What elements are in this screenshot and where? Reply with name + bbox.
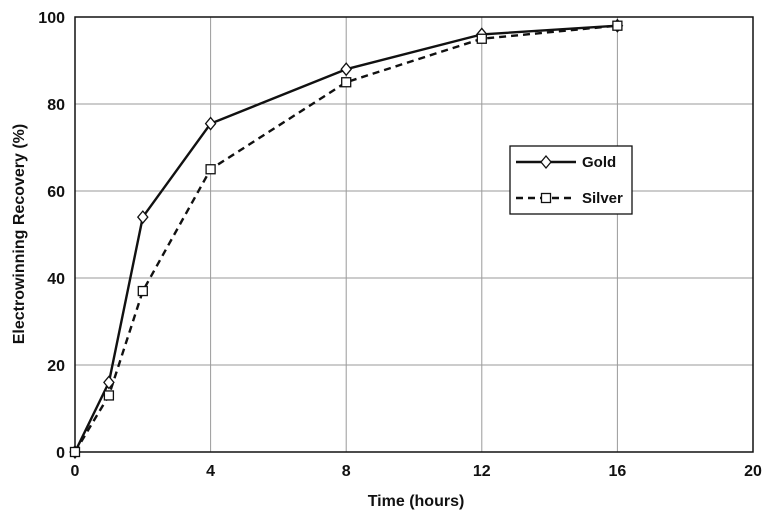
series-silver-point xyxy=(137,285,148,297)
series-gold-point xyxy=(340,62,353,77)
legend-silver-marker xyxy=(540,192,552,204)
y-tick-label: 20 xyxy=(47,358,65,375)
x-tick-label: 16 xyxy=(609,463,627,480)
plot-frame xyxy=(74,16,754,453)
x-tick-label: 0 xyxy=(71,463,80,480)
series-silver-point xyxy=(103,390,115,401)
x-tick-label: 8 xyxy=(342,463,351,480)
series-gold-point xyxy=(103,375,115,390)
y-tick-label: 100 xyxy=(38,10,65,27)
series-silver-point xyxy=(341,77,352,88)
legend-gold-marker xyxy=(540,154,552,170)
tick-labels: 0 4 8 12 16 20 0 20 40 60 80 100 xyxy=(38,10,762,480)
series-gold-point xyxy=(204,116,217,131)
x-axis-title: Time (hours) xyxy=(368,493,465,510)
series-silver-point xyxy=(476,33,487,44)
y-tick-label: 40 xyxy=(47,271,65,288)
series-silver-point xyxy=(69,446,81,458)
legend: Gold Silver xyxy=(509,145,633,215)
y-axis-title: Electrowinning Recovery (%) xyxy=(11,124,28,345)
legend-box xyxy=(509,145,633,215)
y-tick-label: 80 xyxy=(47,97,65,114)
series-gold-point xyxy=(136,210,149,225)
legend-silver-label: Silver xyxy=(582,190,623,207)
legend-gold-label: Gold xyxy=(582,154,616,171)
series-silver-point xyxy=(205,164,216,175)
x-tick-label: 20 xyxy=(744,463,762,480)
series-layer xyxy=(69,18,624,460)
y-tick-label: 60 xyxy=(47,184,65,201)
x-tick-label: 12 xyxy=(473,463,491,480)
series-silver-point xyxy=(612,20,623,31)
grid xyxy=(74,16,754,453)
x-tick-label: 4 xyxy=(206,463,215,480)
y-tick-label: 0 xyxy=(56,445,65,462)
